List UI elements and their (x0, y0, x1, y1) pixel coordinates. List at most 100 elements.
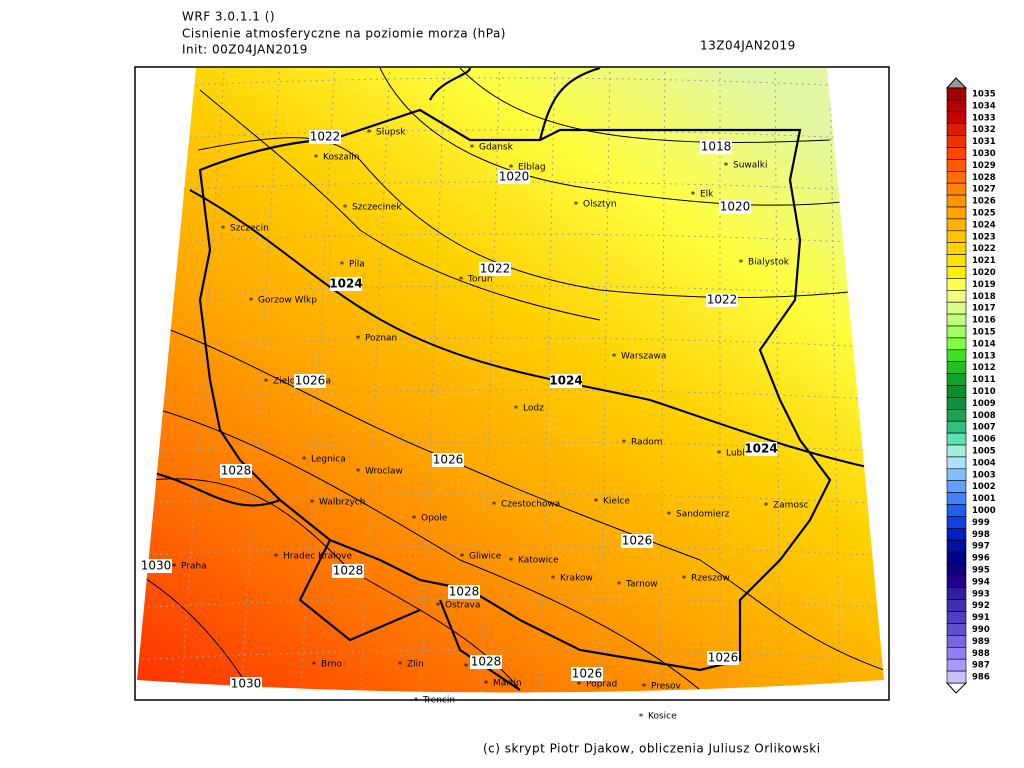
isobar-label: 1026 (295, 374, 326, 388)
parallel (137, 649, 884, 661)
colorbar-label: 1017 (972, 304, 996, 314)
city-marker: * (412, 515, 417, 525)
city-label: Czestochowa (501, 500, 560, 510)
colorbar-swatch (946, 242, 967, 255)
isobar-label: 1026 (622, 534, 653, 548)
colorbar-label: 999 (972, 518, 990, 528)
isobar-label-bg (294, 374, 326, 388)
city-label: Walbrzych (319, 498, 365, 508)
map-frame (134, 66, 890, 701)
city-label: Gliwice (469, 552, 502, 562)
colorbar-swatch (946, 444, 967, 458)
city-label: Zlin (407, 660, 424, 670)
meridian (179, 68, 226, 693)
isobar-label-bg (706, 293, 738, 307)
meridian (239, 68, 281, 693)
colorbar-label: 1013 (972, 351, 996, 361)
colorbar-label: 1023 (972, 232, 996, 242)
isobar (379, 68, 861, 206)
colorbar-label: 1025 (972, 208, 996, 218)
isobar-label-bg (621, 534, 653, 548)
colorbar-label: 989 (972, 637, 990, 647)
parallel (137, 597, 884, 609)
colorbar-swatch (946, 194, 967, 208)
colorbar-swatch (946, 182, 967, 196)
parallel (137, 129, 884, 141)
city-marker: * (343, 204, 348, 214)
credits: (c) skrypt Piotr Djakow, obliczenia Juli… (483, 742, 821, 756)
parallel (137, 285, 884, 297)
city-label: Radom (631, 438, 663, 448)
city-label: Krakow (560, 574, 593, 584)
city-marker: * (622, 439, 627, 449)
isobars (139, 68, 884, 691)
city-label: Koszalin (323, 153, 360, 163)
colorbar-swatch (946, 337, 967, 351)
city-marker: * (414, 697, 419, 707)
colorbar-label: 1034 (972, 101, 996, 111)
colorbar-swatch (946, 230, 967, 244)
isobar-label-bg (745, 442, 777, 456)
city-marker: * (514, 405, 519, 415)
city-marker: * (717, 450, 722, 460)
city-marker: * (509, 557, 514, 567)
colorbar-label: 1032 (972, 125, 996, 135)
city-marker: * (264, 378, 269, 388)
isobar-label: 1026 (708, 651, 739, 665)
colorbar-swatch (946, 575, 967, 589)
isobar-label: 1024 (744, 442, 777, 456)
colorbar-label: 1029 (972, 161, 996, 171)
colorbar-label: 1011 (972, 375, 996, 385)
city-marker: * (682, 575, 687, 585)
city-label: Gorzow Wlkp (258, 296, 317, 306)
isobar-label-bg (230, 677, 262, 691)
city-label: Legnica (311, 455, 346, 465)
city-label: Sandomierz (676, 510, 730, 520)
city-marker: * (459, 276, 464, 286)
isobar (169, 329, 884, 671)
colorbar-label: 1009 (972, 399, 996, 409)
city-label: Slupsk (376, 128, 406, 138)
city-marker: * (691, 191, 696, 201)
colorbar-label: 1019 (972, 280, 996, 290)
city-label: Martin (493, 679, 522, 689)
init-time: Init: 00Z04JAN2019 (182, 43, 308, 57)
isobar-label: 1020 (720, 200, 751, 214)
colorbar-swatch (946, 111, 967, 125)
model-name: WRF 3.0.1.1 () (182, 10, 275, 24)
city-label: Kielce (603, 497, 630, 507)
city-marker: * (398, 661, 403, 671)
city-label: Opole (421, 514, 448, 524)
colorbar-swatch (946, 289, 967, 303)
colorbar-swatch (946, 551, 967, 565)
colorbar-label: 1016 (972, 316, 996, 326)
colorbar-swatch (946, 456, 967, 470)
isobar-label-bg (498, 170, 530, 184)
city-marker: * (594, 498, 599, 508)
colorbar-swatch (946, 147, 967, 160)
city-marker: * (577, 681, 582, 691)
isobar-label: 1030 (231, 677, 262, 691)
colorbar-label: 1006 (972, 435, 996, 445)
city-label: Elk (700, 190, 714, 200)
isobar-label-bg (719, 200, 751, 214)
city-marker: * (642, 683, 647, 693)
colorbar-swatch (946, 361, 967, 374)
city-marker: * (436, 602, 441, 612)
colorbar-swatch (946, 278, 967, 291)
isobar-label: 1022 (480, 262, 511, 276)
isobar (189, 189, 881, 471)
colorbar-label: 987 (972, 661, 990, 671)
city-marker: * (274, 553, 279, 563)
city-label: Tarnow (625, 580, 658, 590)
isobar (159, 409, 701, 691)
parallel (137, 233, 884, 245)
colorbar-swatch (946, 218, 967, 232)
colorbar-swatch (946, 623, 967, 636)
colorbar-swatch (946, 135, 967, 148)
isobar-label-bg (140, 559, 172, 573)
isobar-label: 1020 (499, 170, 530, 184)
isobar-label-bg (550, 374, 582, 388)
colorbar-swatch (946, 480, 967, 493)
meridian (359, 68, 391, 693)
